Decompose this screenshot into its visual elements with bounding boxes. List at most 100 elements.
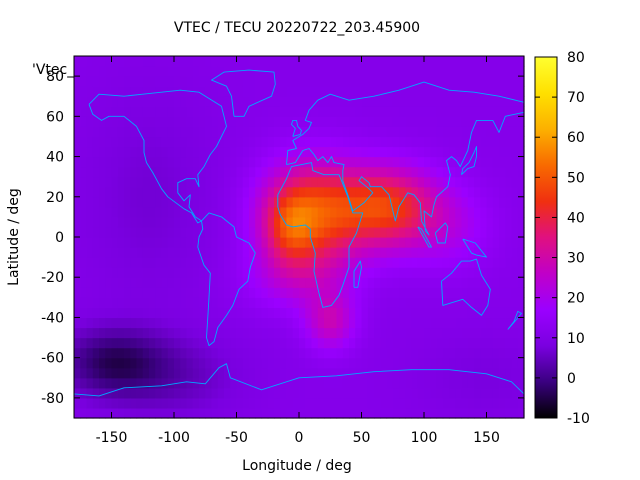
heatmap-cell (442, 277, 450, 288)
heatmap-cell (392, 387, 400, 399)
heatmap-cell (386, 76, 394, 87)
heatmap-cell (330, 367, 338, 379)
heatmap-cell (217, 387, 225, 399)
heatmap-cell (399, 56, 406, 67)
heatmap-cell (386, 407, 394, 419)
heatmap-cell (392, 216, 400, 228)
heatmap-cell (211, 206, 219, 218)
heatmap-cell (286, 337, 294, 349)
heatmap-cell (349, 237, 356, 248)
heatmap-cell (186, 337, 194, 349)
heatmap-cell (317, 226, 325, 238)
heatmap-cell (386, 86, 394, 97)
heatmap-cell (174, 307, 181, 319)
heatmap-cell (111, 257, 119, 268)
heatmap-cell (417, 277, 425, 288)
heatmap-cell (411, 307, 419, 319)
heatmap-cell (155, 106, 163, 117)
heatmap-cell (424, 297, 431, 308)
colorbar-tick-label: 60 (567, 130, 585, 146)
heatmap-cell (80, 196, 88, 208)
heatmap-cell (324, 327, 331, 339)
heatmap-cell (517, 156, 525, 168)
heatmap-cell (186, 287, 194, 298)
heatmap-cell (217, 347, 225, 359)
heatmap-cell (242, 257, 250, 268)
heatmap-cell (80, 126, 88, 138)
heatmap-cell (286, 186, 294, 198)
heatmap-cell (155, 257, 163, 268)
heatmap-cell (380, 307, 388, 319)
heatmap-cell (286, 226, 294, 238)
heatmap-cell (167, 407, 175, 419)
heatmap-cell (92, 347, 100, 359)
heatmap-cell (311, 387, 319, 399)
heatmap-cell (161, 317, 169, 329)
heatmap-cell (136, 226, 144, 238)
heatmap-cell (424, 76, 431, 87)
heatmap-cell (361, 96, 369, 107)
heatmap-cell (324, 176, 331, 188)
heatmap-cell (99, 307, 106, 319)
heatmap-cell (461, 106, 469, 117)
heatmap-cell (74, 387, 81, 399)
heatmap-cell (361, 136, 369, 148)
heatmap-cell (80, 216, 88, 228)
heatmap-cell (311, 96, 319, 107)
heatmap-cell (149, 347, 156, 359)
heatmap-cell (511, 247, 519, 258)
heatmap-cell (224, 347, 231, 359)
heatmap-cell (367, 347, 375, 359)
heatmap-cell (155, 216, 163, 228)
heatmap-cell (449, 347, 456, 359)
heatmap-cell (449, 76, 456, 87)
heatmap-cell (386, 267, 394, 278)
heatmap-cell (380, 166, 388, 178)
heatmap-cell (124, 116, 131, 127)
heatmap-cell (492, 216, 500, 228)
heatmap-cell (224, 136, 231, 148)
heatmap-cell (486, 226, 494, 238)
heatmap-cell (286, 76, 294, 87)
heatmap-cell (180, 136, 188, 148)
heatmap-cell (386, 387, 394, 399)
heatmap-cell (224, 106, 231, 117)
heatmap-cell (174, 96, 181, 107)
heatmap-cell (330, 176, 338, 188)
heatmap-cell (361, 337, 369, 349)
heatmap-cell (130, 196, 138, 208)
heatmap-cell (155, 116, 163, 127)
heatmap-cell (355, 56, 363, 67)
heatmap-cell (86, 176, 94, 188)
heatmap-cell (417, 267, 425, 278)
heatmap-cell (367, 267, 375, 278)
heatmap-cell (361, 377, 369, 389)
heatmap-cell (180, 216, 188, 228)
heatmap-cell (92, 277, 100, 288)
heatmap-cell (124, 156, 131, 168)
heatmap-cell (130, 186, 138, 198)
heatmap-cell (280, 357, 288, 369)
heatmap-cell (111, 407, 119, 419)
heatmap-cell (374, 247, 381, 258)
heatmap-cell (192, 96, 200, 107)
heatmap-cell (405, 176, 413, 188)
heatmap-cell (486, 206, 494, 218)
heatmap-cell (242, 96, 250, 107)
heatmap-cell (455, 146, 463, 158)
heatmap-cell (392, 226, 400, 238)
heatmap-cell (267, 357, 275, 369)
heatmap-cell (92, 377, 100, 389)
heatmap-cell (486, 397, 494, 409)
heatmap-cell (330, 307, 338, 319)
heatmap-cell (99, 196, 106, 208)
heatmap-cell (517, 367, 525, 379)
heatmap-cell (455, 216, 463, 228)
heatmap-cell (430, 267, 438, 278)
heatmap-cell (349, 226, 356, 238)
heatmap-cell (336, 116, 344, 127)
heatmap-cell (342, 357, 350, 369)
heatmap-cell (117, 126, 125, 138)
heatmap-cell (492, 247, 500, 258)
heatmap-cell (280, 136, 288, 148)
